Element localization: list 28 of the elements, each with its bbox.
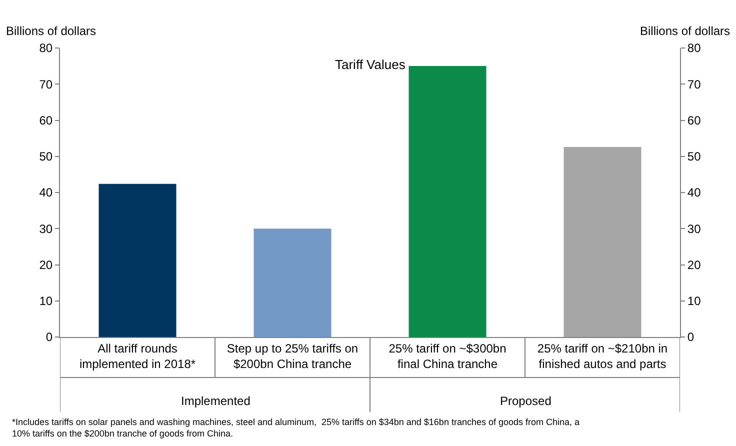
x-tick-label: All tariff rounds implemented in 2018* (79, 341, 196, 371)
y2-tick-label: 80 (687, 41, 702, 56)
y-tick-label: 10 (39, 294, 53, 308)
y-tick-label: 60 (39, 113, 53, 128)
y2-tick-label: 70 (687, 77, 702, 92)
text: *Includes tariffs on solar panels and washing machines, steel and aluminum, 25% tariffs on $34bn and $16bn tranches of goods from China, a 10% tariffs on the $200bn tranche of goods from China. (12, 417, 580, 439)
y-tick-label: 70 (39, 77, 53, 92)
x-tick-label: Step up to 25% tariffs on $200bn China tranche (226, 341, 358, 371)
text: Proposed (500, 394, 552, 408)
x-tick-label: 25% tariff on ~$300bn final China tranche (388, 341, 506, 371)
y2-tick-label: 30 (687, 222, 702, 236)
y-tick-label: 80 (39, 41, 53, 56)
y-tick-label: 20 (39, 258, 53, 272)
y-tick-label: 40 (39, 186, 53, 200)
y-axis-title: Billions of dollars (6, 24, 96, 38)
y-tick-label: 30 (39, 222, 53, 236)
y2-tick-label: 20 (687, 258, 702, 272)
y2-tick-label: 10 (687, 294, 702, 308)
y2-tick-label: 50 (687, 150, 702, 164)
y2-axis-title: Billions of dollars (640, 24, 730, 38)
y2-tick-label: 60 (687, 113, 702, 128)
text: Implemented (181, 394, 250, 408)
y2-tick-label: 0 (687, 330, 694, 344)
text: Tariff Values (335, 57, 406, 72)
x-tick-label: 25% tariff on ~$210bn in finished autos and parts (537, 341, 668, 371)
y2-tick-label: 40 (687, 186, 702, 200)
y-tick-label: 0 (46, 330, 53, 344)
y-tick-label: 50 (39, 150, 53, 164)
